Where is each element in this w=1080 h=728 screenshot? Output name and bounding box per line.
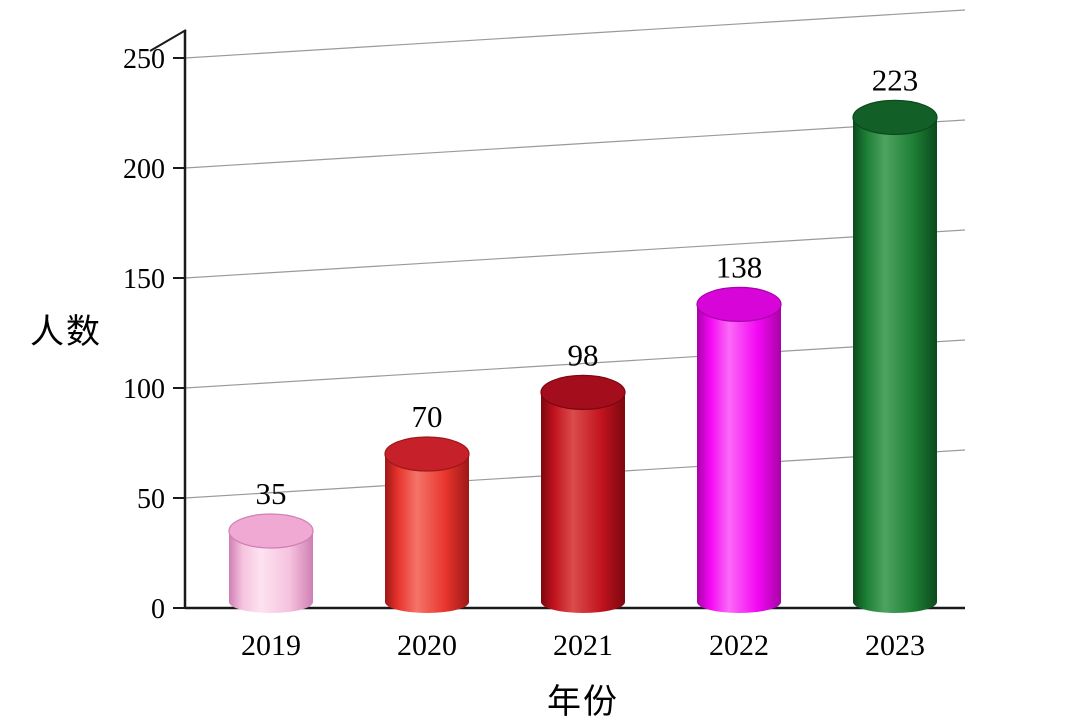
- cylinder-body: [385, 454, 469, 613]
- x-tick-label: 2019: [241, 629, 301, 662]
- x-tick-label: 2022: [709, 629, 769, 662]
- x-axis-title: 年份: [547, 684, 619, 721]
- y-tick-label: 0: [151, 594, 165, 625]
- bar-value-label: 138: [716, 249, 763, 284]
- bar-2023: 223 2023: [852, 62, 938, 662]
- cylinder-body: [541, 392, 625, 613]
- bar-value-label: 98: [568, 337, 599, 372]
- cylinder-top: [384, 436, 470, 472]
- bar-2022: 138 2022: [696, 249, 782, 662]
- cylinder-top: [228, 513, 314, 549]
- y-tick-label: 250: [123, 44, 165, 75]
- bar-2020: 70 2020: [384, 399, 470, 662]
- x-tick-label: 2021: [553, 629, 613, 662]
- gridline-150: [184, 229, 966, 279]
- y-tick-label: 200: [123, 154, 165, 185]
- cylinder-body: [853, 117, 937, 614]
- cylinder-top: [540, 374, 626, 410]
- bar-value-label: 223: [872, 62, 919, 97]
- bar-2019: 35 2019: [228, 476, 314, 662]
- gridline-100: [184, 339, 966, 389]
- cylinder-body: [697, 304, 781, 613]
- bar-2021: 98 2021: [540, 337, 626, 662]
- cylinder-top: [696, 286, 782, 322]
- bar-value-label: 35: [256, 476, 287, 511]
- gridline-200: [184, 119, 966, 169]
- gridline-250: [184, 9, 966, 59]
- depth-edge: [149, 29, 187, 52]
- y-tick-label: 100: [123, 374, 165, 405]
- x-tick-label: 2020: [397, 629, 457, 662]
- y-tick-label: 150: [123, 264, 165, 295]
- y-tick-label: 50: [137, 484, 165, 515]
- x-tick-label: 2023: [865, 629, 925, 662]
- cylinder-body: [229, 531, 313, 613]
- bar-value-label: 70: [412, 399, 443, 434]
- cylinder-top: [852, 99, 938, 136]
- y-axis-title: 人数: [30, 314, 102, 351]
